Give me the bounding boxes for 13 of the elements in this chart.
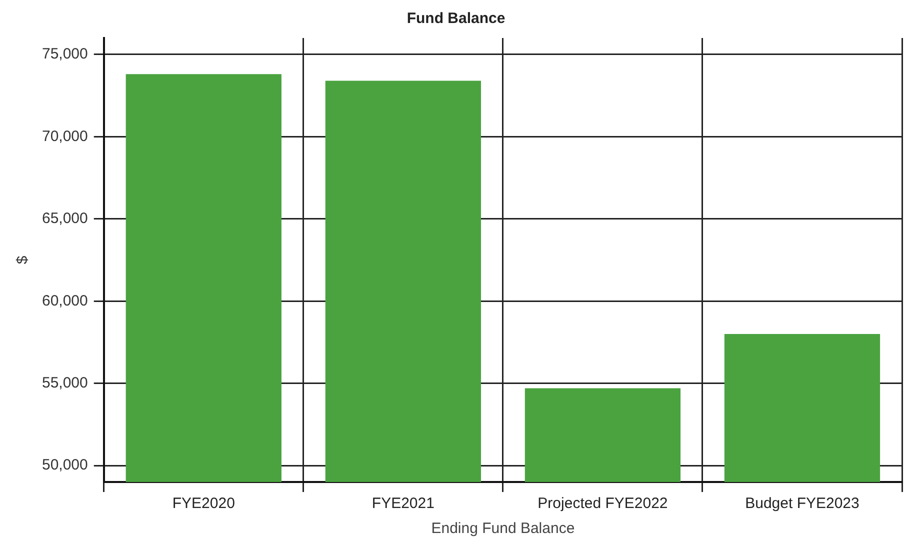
x-tick-label: FYE2020 [172, 495, 235, 512]
y-tick-label: 55,000 [42, 374, 88, 392]
y-tick-label: 50,000 [42, 456, 88, 474]
y-tick-label: 60,000 [42, 292, 88, 310]
y-tick-label: 65,000 [42, 210, 88, 228]
x-tick-label: Budget FYE2023 [745, 495, 860, 512]
chart-title: Fund Balance [406, 10, 506, 28]
y-tick-label: 70,000 [42, 128, 88, 145]
y-axis-title: $ [14, 255, 32, 264]
x-tick-label: FYE2021 [372, 495, 434, 512]
x-tick-label: Projected FYE2022 [538, 495, 668, 512]
x-axis-title: Ending Fund Balance [431, 520, 575, 538]
y-tick-label: 75,000 [42, 46, 88, 63]
